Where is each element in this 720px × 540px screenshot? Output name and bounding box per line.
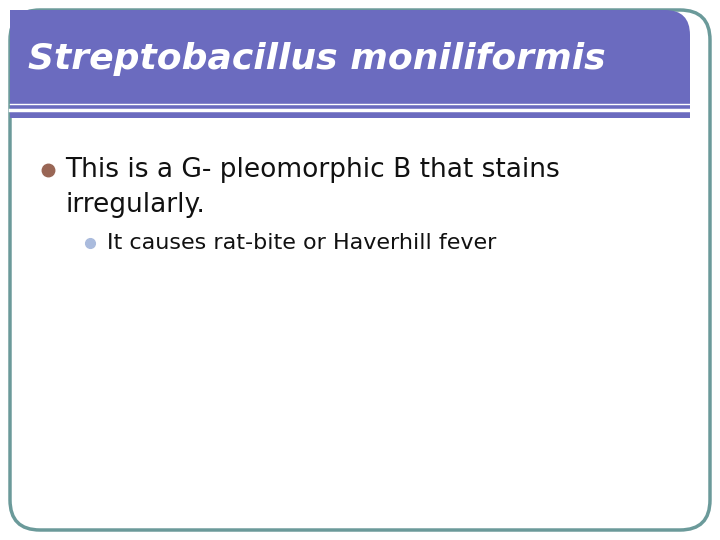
FancyBboxPatch shape	[10, 10, 710, 530]
Text: It causes rat-bite or Haverhill fever: It causes rat-bite or Haverhill fever	[107, 233, 496, 253]
FancyBboxPatch shape	[10, 10, 690, 118]
Text: irregularly.: irregularly.	[65, 192, 205, 218]
FancyBboxPatch shape	[10, 10, 360, 118]
Text: This is a G- pleomorphic B that stains: This is a G- pleomorphic B that stains	[65, 157, 559, 183]
FancyBboxPatch shape	[10, 64, 690, 118]
Text: Streptobacillus moniliformis: Streptobacillus moniliformis	[28, 42, 606, 76]
